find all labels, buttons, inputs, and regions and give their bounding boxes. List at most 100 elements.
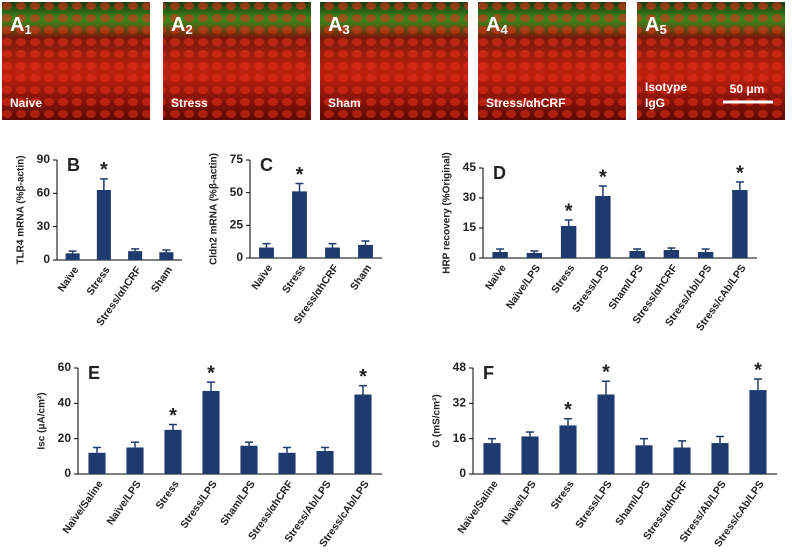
image-caption: Isotype: [645, 80, 687, 94]
significance-marker: *: [296, 164, 304, 186]
y-tick-label: 40: [58, 396, 72, 410]
significance-marker: *: [599, 166, 607, 188]
y-tick-label: 48: [453, 360, 467, 374]
significance-marker: *: [169, 405, 177, 427]
y-tick-label: 15: [463, 220, 477, 234]
x-tick-label: Naïve/LPS: [104, 478, 143, 527]
y-tick-label: 60: [37, 186, 51, 200]
significance-marker: *: [359, 366, 367, 388]
bar: [354, 394, 372, 474]
significance-marker: *: [754, 359, 762, 381]
y-tick-label: 30: [37, 219, 51, 233]
y-axis-label: HRP recovery (%Original): [442, 152, 453, 274]
x-tick-label: Sham/LPS: [218, 478, 258, 527]
panel-subscript: 4: [500, 22, 508, 37]
x-tick-label: Stress: [84, 264, 112, 297]
x-tick-label: Naïve/Saline: [455, 478, 500, 536]
bar: [597, 394, 615, 474]
panel-letter: A: [10, 14, 24, 36]
panel-letter: A: [486, 14, 500, 36]
y-tick-label: 50: [230, 185, 244, 199]
significance-marker: *: [564, 399, 572, 421]
panel-letter: A: [171, 14, 185, 36]
bar: [325, 247, 340, 258]
bar: [259, 247, 274, 258]
panel-letter: A: [328, 14, 342, 36]
x-tick-label: Stress: [280, 262, 308, 295]
significance-marker: *: [602, 362, 610, 384]
bar: [711, 443, 729, 474]
panel-letter: A: [645, 14, 659, 36]
bar: [635, 445, 653, 474]
y-axis-label: G (mS/cm²): [432, 394, 443, 447]
bar: [88, 452, 106, 474]
significance-marker: *: [736, 162, 744, 184]
bar: [629, 251, 645, 258]
y-tick-label: 16: [453, 431, 467, 445]
significance-marker: *: [207, 362, 215, 384]
panel-label: A3: [328, 14, 350, 37]
x-tick-label: Stress/LPS: [178, 478, 220, 530]
significance-marker: *: [100, 159, 108, 181]
bar: [292, 191, 307, 258]
bar: [697, 252, 714, 258]
panel-label: D: [493, 163, 506, 183]
panel-label: C: [260, 155, 273, 175]
image-caption: Sham: [328, 96, 361, 110]
x-tick-label: Sham: [348, 262, 374, 292]
bar: [483, 443, 501, 474]
panel-label: A4: [486, 14, 508, 37]
y-tick-label: 0: [459, 466, 466, 480]
panel-label: B: [67, 155, 80, 175]
panel-label: A2: [171, 14, 193, 37]
bar: [240, 445, 258, 474]
bar: [492, 252, 508, 258]
significance-marker: *: [565, 200, 573, 222]
image-caption: Naive: [10, 96, 42, 110]
x-tick-label: Naïve: [55, 264, 81, 294]
y-tick-label: 0: [64, 466, 71, 480]
panel-subscript: 2: [185, 22, 192, 37]
bar: [202, 390, 220, 474]
bar: [521, 436, 539, 474]
y-tick-label: 0: [43, 252, 50, 266]
y-tick-label: 45: [463, 160, 477, 174]
micrograph-texture: [2, 2, 150, 120]
y-tick-label: 32: [453, 396, 467, 410]
panel-label: E: [88, 363, 100, 383]
x-tick-label: Naïve/LPS: [504, 262, 543, 311]
y-tick-label: 60: [58, 360, 72, 374]
x-tick-label: Naïve: [249, 262, 275, 292]
bar: [595, 196, 611, 258]
bar: [560, 226, 577, 258]
bar: [126, 447, 144, 474]
micrograph-texture: [320, 2, 468, 120]
y-axis-label: Cldn2 mRNA (%β-actin): [209, 153, 220, 265]
x-tick-label: Sham: [149, 264, 175, 294]
bar: [673, 447, 691, 474]
y-tick-label: 25: [230, 218, 244, 232]
panel-label: A5: [645, 14, 667, 37]
scale-bar-label: 50 μm: [730, 82, 765, 96]
x-tick-label: Sham/LPS: [613, 478, 653, 527]
y-tick-label: 0: [469, 250, 476, 264]
image-caption: IgG: [645, 96, 665, 110]
bar: [358, 244, 373, 258]
panel-label: F: [483, 363, 494, 383]
bar: [278, 452, 296, 474]
y-tick-label: 75: [230, 152, 244, 166]
bar: [559, 425, 577, 474]
image-caption: Stress: [171, 96, 208, 110]
x-tick-label: Stress: [153, 478, 181, 511]
micrograph-texture: [163, 2, 311, 120]
bar: [316, 451, 334, 474]
micrograph-texture: [478, 2, 626, 120]
y-tick-label: 90: [37, 152, 51, 166]
y-tick-label: 20: [58, 431, 72, 445]
bar: [96, 190, 111, 260]
bar: [749, 390, 767, 474]
x-tick-label: Stress: [548, 478, 576, 511]
panel-label: A1: [10, 14, 32, 37]
bar: [159, 252, 174, 260]
